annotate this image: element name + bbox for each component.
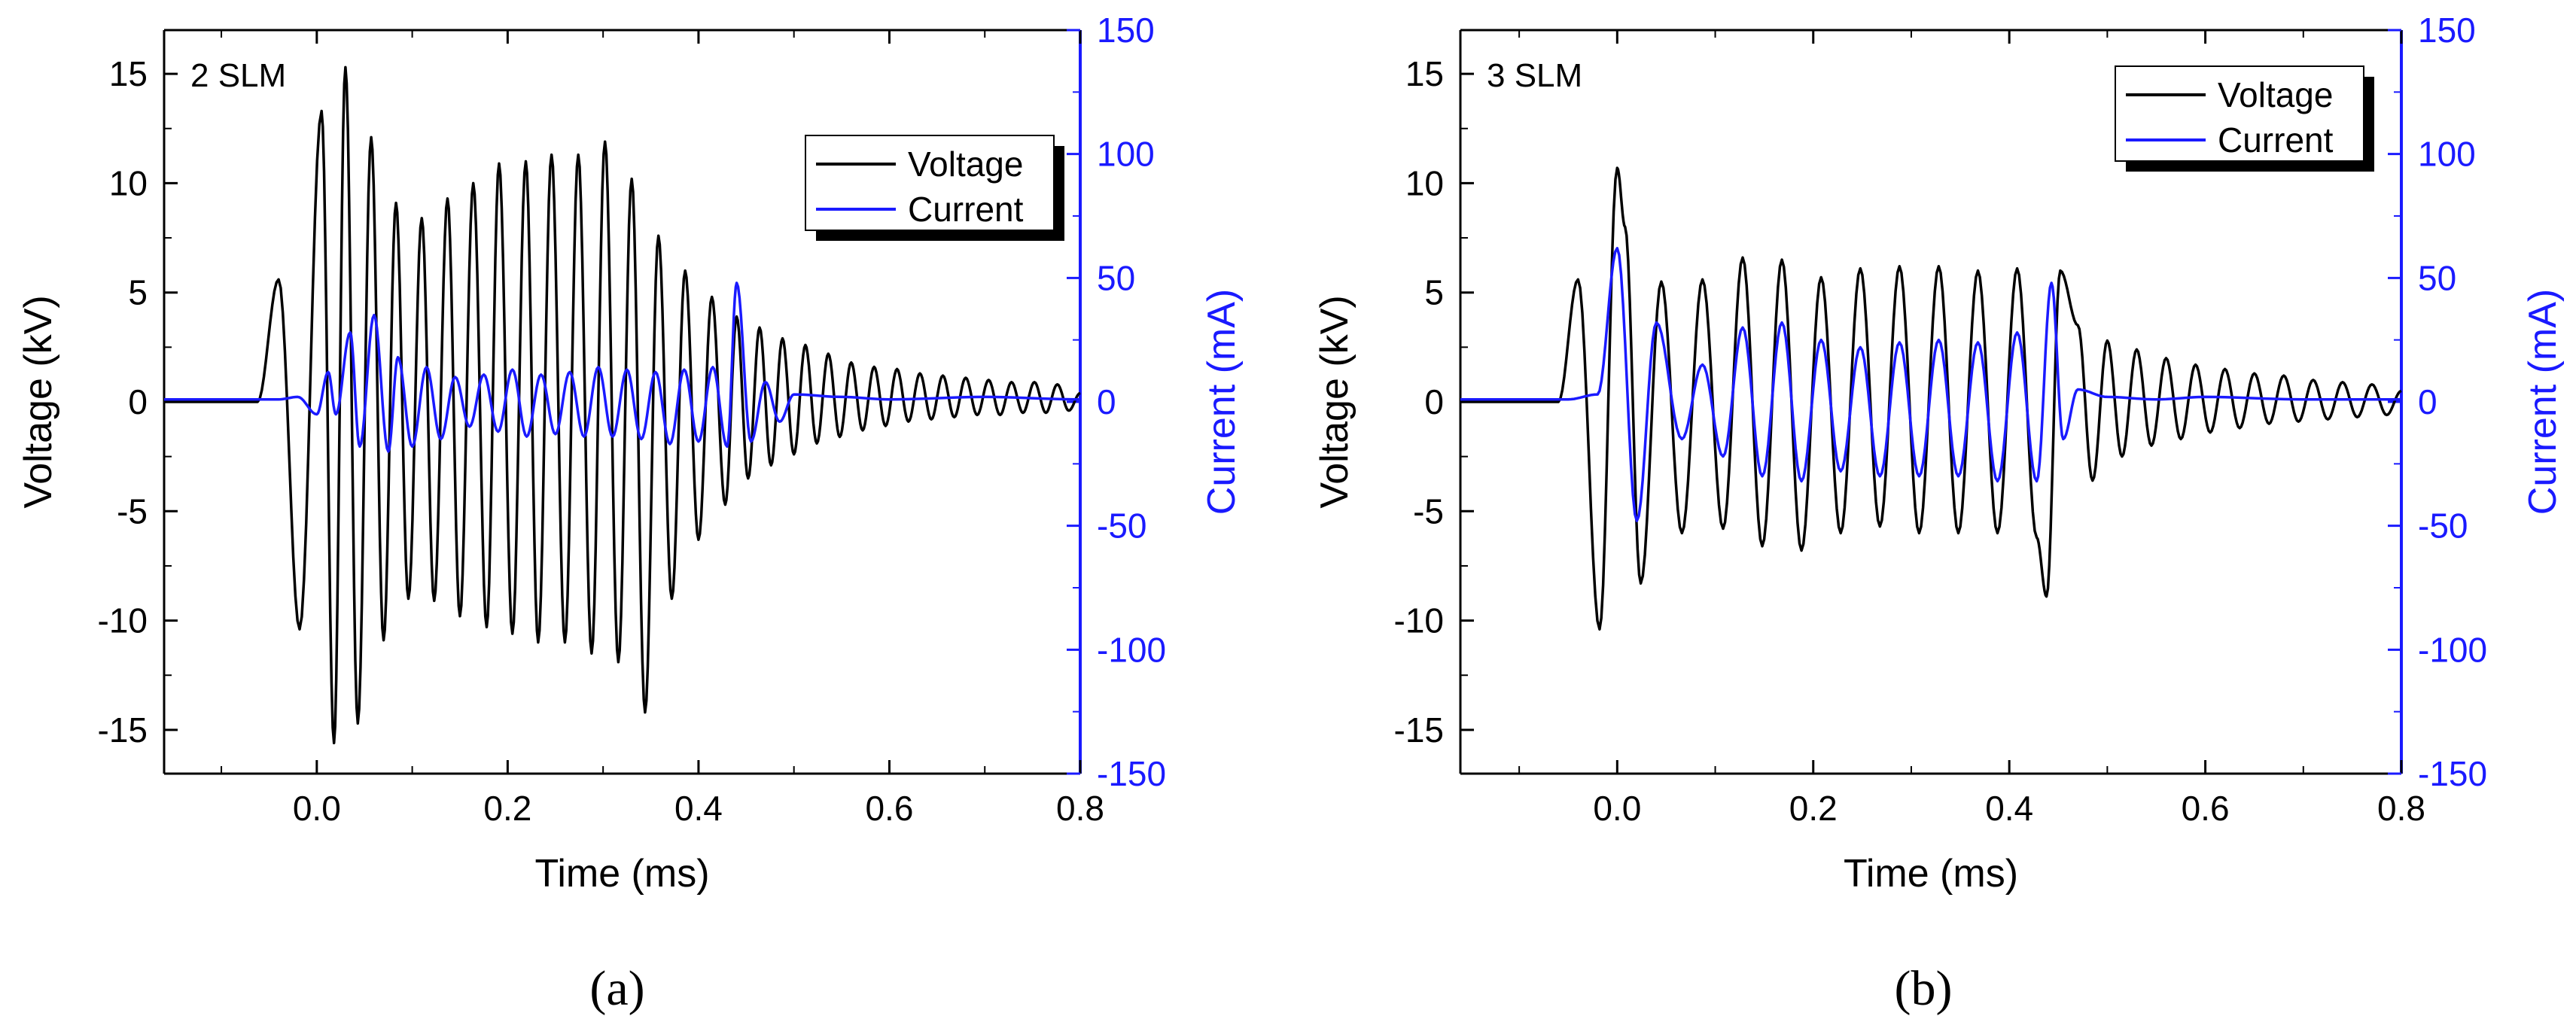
y-axis-title-right: Current (mA) [2521,289,2565,515]
y-tick-label-right: 50 [1097,258,1135,297]
y-tick-label-right: -50 [2418,506,2468,546]
y-axis-title-right: Current (mA) [1200,289,1244,515]
chart-panel-2: 0.0 0.2 0.4 0.6 0.8-15-10-5051015-150-100-50… [1313,11,2565,1016]
y-tick-label-right: -100 [2418,630,2487,669]
legend-label-current: Current [908,190,1024,229]
y-tick-label-right: -150 [2418,754,2487,793]
y-tick-label-right: -150 [1097,754,1166,793]
y-tick-label-left: -15 [1394,710,1444,750]
legend-label-voltage: Voltage [2218,75,2333,114]
legend-label-voltage: Voltage [908,144,1023,184]
series-line-voltage [164,65,1081,745]
legend-box [805,135,1055,231]
y-tick-label-right: 100 [1097,135,1155,174]
y-tick-label-left: -10 [1394,601,1444,640]
y-tick-label-right: -100 [1097,630,1166,669]
y-tick-label-left: -5 [117,491,148,531]
y-tick-label-left: 5 [128,273,148,312]
y-tick-label-right: 50 [2418,258,2456,297]
series-line-current [164,281,1081,453]
y-tick-label-left: 0 [128,382,148,421]
y-tick-label-right: 150 [2418,11,2476,50]
panel-label: (b) [1895,961,1953,1016]
x-tick-label: 0.2 [483,789,531,828]
x-tick-label: 0.6 [865,789,913,828]
x-tick-label: 0.6 [2182,789,2230,828]
y-tick-label-left: 0 [1424,382,1444,421]
legend-box [2115,65,2364,162]
y-tick-label-left: 10 [109,163,148,202]
y-tick-label-left: -5 [1413,491,1444,531]
x-tick-label: 0.0 [1593,789,1641,828]
panel-annotation: 2 SLM [190,57,286,94]
y-tick-label-right: 0 [1097,382,1116,421]
series-line-current [1460,247,2401,522]
x-tick-label: 0.4 [1985,789,2033,828]
y-tick-label-left: 15 [109,54,148,93]
y-tick-label-left: -15 [98,710,148,750]
chart-panel-1: 0.0 0.2 0.4 0.6 0.8-15-10-5051015-150-100-50… [17,11,1244,1016]
x-axis-title: Time (ms) [534,852,709,896]
x-tick-label: 0.8 [2377,789,2425,828]
y-tick-label-left: 10 [1405,163,1444,202]
y-tick-label-right: 0 [2418,382,2437,421]
y-axis-title-left: Voltage (kV) [17,295,60,508]
x-tick-label: 0.8 [1056,789,1104,828]
x-axis-title: Time (ms) [1844,852,2018,896]
x-tick-label: 0.4 [674,789,723,828]
y-tick-label-left: 5 [1424,273,1444,312]
x-tick-label: 0.0 [293,789,341,828]
y-tick-label-right: -50 [1097,506,1146,546]
y-tick-label-left: -10 [98,601,148,640]
x-tick-label: 0.2 [1789,789,1838,828]
y-tick-label-right: 100 [2418,135,2476,174]
legend-label-current: Current [2218,120,2334,160]
panel-annotation: 3 SLM [1487,57,1582,94]
y-tick-label-left: 15 [1405,54,1444,93]
y-axis-title-left: Voltage (kV) [1313,295,1357,508]
panel-label: (a) [589,961,644,1016]
y-tick-label-right: 150 [1097,11,1155,50]
